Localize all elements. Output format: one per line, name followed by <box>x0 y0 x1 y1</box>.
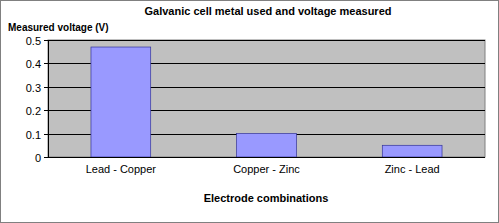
bars <box>91 47 442 157</box>
tick-mark <box>44 63 48 64</box>
title: Galvanic cell metal used and voltage mea… <box>145 5 392 17</box>
category-label: Lead - Copper <box>86 163 157 175</box>
tick-mark <box>44 40 48 41</box>
bar <box>91 47 151 157</box>
tick-label: 0.1 <box>26 129 41 141</box>
tick-mark <box>44 134 48 135</box>
category-label: Zinc - Lead <box>385 163 440 175</box>
tick-label: 0.5 <box>26 35 41 47</box>
plot-area <box>48 40 485 157</box>
bar <box>237 134 297 157</box>
tick-label: 0.3 <box>26 82 41 94</box>
x-axis-label: Electrode combinations <box>204 192 329 204</box>
chart-border <box>1 1 499 223</box>
y-axis-label: Measured voltage (V) <box>8 22 109 33</box>
grid-line <box>48 157 485 158</box>
grid-line <box>48 40 485 41</box>
tick-mark <box>44 87 48 88</box>
tick-label: 0 <box>35 152 41 164</box>
tick-mark <box>44 110 48 111</box>
tick-label: 0.4 <box>26 58 41 70</box>
category-label: Copper - Zinc <box>233 163 300 175</box>
y-axis <box>48 40 49 157</box>
chart: 0 0.1 0.2 0.3 0.4 0.5 Lead - Copper Copper - Zi… <box>0 0 499 223</box>
bar <box>382 145 442 157</box>
tick-label: 0.2 <box>26 105 41 117</box>
x-axis <box>48 157 485 158</box>
tick-mark <box>44 157 48 158</box>
